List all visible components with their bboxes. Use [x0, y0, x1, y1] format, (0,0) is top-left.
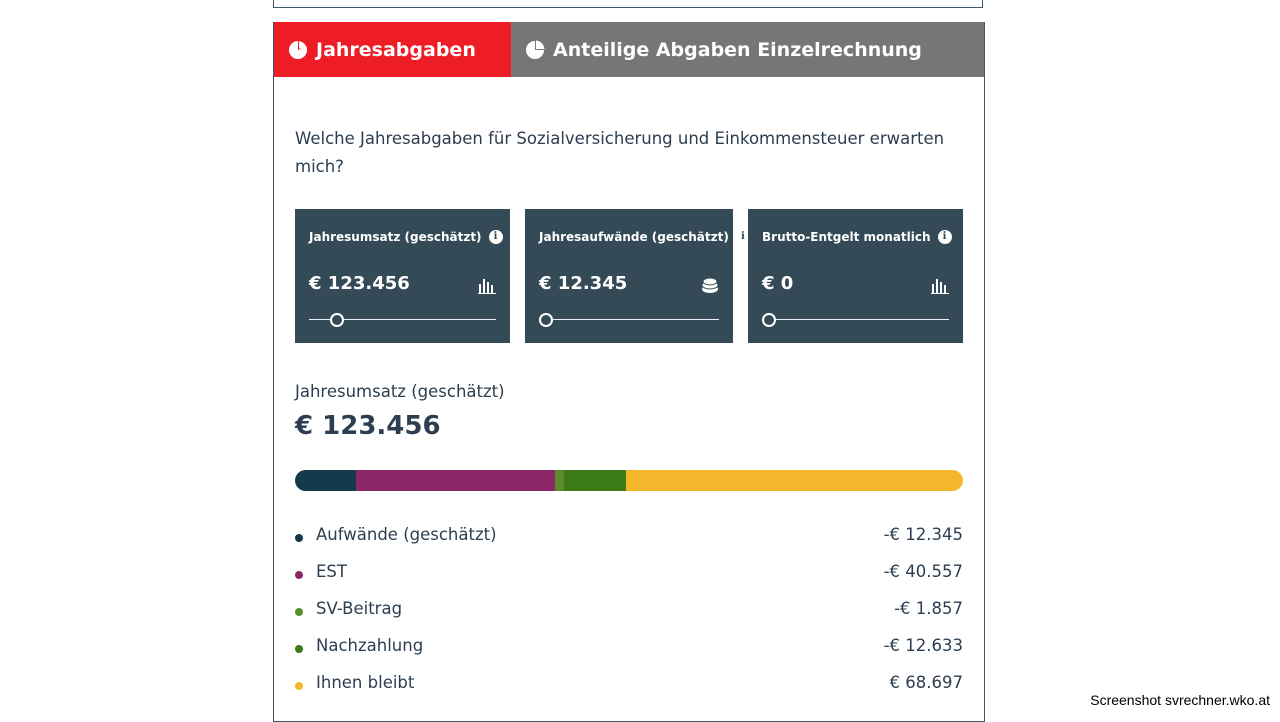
bar-chart-icon — [931, 279, 949, 294]
legend-name: Aufwände (geschätzt) — [316, 525, 497, 544]
breakdown-bar — [295, 470, 963, 491]
tab-label: Anteilige Abgaben Einzelrechnung — [553, 38, 922, 61]
legend-item: SV-Beitrag -€ 1.857 — [295, 596, 963, 633]
calculator-panel: Jahresabgaben Anteilige Abgaben Einzelre… — [273, 22, 985, 722]
legend-item: Aufwände (geschätzt) -€ 12.345 — [295, 522, 963, 559]
legend-item: Ihnen bleibt € 68.697 — [295, 670, 963, 707]
slider-thumb[interactable] — [539, 313, 553, 327]
tab-bar: Jahresabgaben Anteilige Abgaben Einzelre… — [274, 22, 984, 77]
card-label: Jahresaufwände (geschätzt) — [539, 230, 729, 244]
bar-segment — [554, 470, 564, 491]
pie-chart-icon — [289, 40, 307, 59]
slider-track[interactable] — [309, 319, 496, 320]
legend-amount: -€ 1.857 — [894, 599, 963, 618]
legend-name: SV-Beitrag — [316, 599, 403, 618]
bar-segment — [295, 470, 356, 491]
result-label: Jahresumsatz (geschätzt) — [295, 382, 505, 401]
breakdown-legend: Aufwände (geschätzt) -€ 12.345 EST -€ 40.55… — [295, 522, 963, 707]
coins-icon — [701, 277, 719, 293]
legend-dot-icon — [295, 682, 303, 690]
legend-dot-icon — [295, 571, 303, 579]
question-text: Welche Jahresabgaben für Sozialversicher… — [295, 129, 945, 176]
bar-segment — [355, 470, 555, 491]
legend-dot-icon — [295, 608, 303, 616]
card-value[interactable]: € 12.345 — [539, 273, 628, 294]
legend-item: EST -€ 40.557 — [295, 559, 963, 596]
tab-label: Jahresabgaben — [316, 38, 476, 61]
card-value[interactable]: € 123.456 — [309, 273, 410, 294]
slider-thumb[interactable] — [762, 313, 776, 327]
legend-name: Nachzahlung — [316, 636, 424, 655]
slider-track[interactable] — [762, 319, 949, 320]
screenshot-credit: Screenshot svrechner.wko.at — [1090, 692, 1270, 708]
legend-amount: -€ 12.345 — [883, 525, 963, 544]
tab-jahresabgaben[interactable]: Jahresabgaben — [274, 22, 511, 77]
info-icon[interactable]: i — [937, 230, 952, 244]
result-value: € 123.456 — [295, 411, 441, 441]
bar-segment — [625, 470, 963, 491]
card-label: Brutto-Entgelt monatlich — [762, 230, 931, 244]
tab-anteilige-abgaben[interactable]: Anteilige Abgaben Einzelrechnung — [511, 22, 984, 77]
legend-dot-icon — [295, 534, 303, 542]
info-icon[interactable]: i — [735, 230, 750, 244]
info-icon[interactable]: i — [488, 230, 503, 244]
card-value[interactable]: € 0 — [762, 273, 794, 294]
card-label: Jahresumsatz (geschätzt) — [309, 230, 482, 244]
legend-dot-icon — [295, 645, 303, 653]
card-jahresumsatz: Jahresumsatz (geschätzt) i € 123.456 — [295, 209, 510, 343]
bar-segment — [563, 470, 626, 491]
legend-name: Ihnen bleibt — [316, 673, 415, 692]
legend-amount: € 68.697 — [889, 673, 963, 692]
card-jahresaufwaende: Jahresaufwände (geschätzt) i € 12.345 — [525, 209, 750, 343]
pie-chart-icon — [526, 40, 545, 59]
slider-track[interactable] — [539, 319, 719, 320]
legend-amount: -€ 12.633 — [883, 636, 963, 655]
legend-name: EST — [316, 562, 347, 581]
slider-thumb[interactable] — [329, 313, 344, 327]
previous-section-box — [273, 0, 983, 8]
card-brutto-entgelt: Brutto-Entgelt monatlich i € 0 — [748, 209, 963, 343]
legend-item: Nachzahlung -€ 12.633 — [295, 633, 963, 670]
legend-amount: -€ 40.557 — [883, 562, 963, 581]
bar-chart-icon — [478, 279, 496, 294]
